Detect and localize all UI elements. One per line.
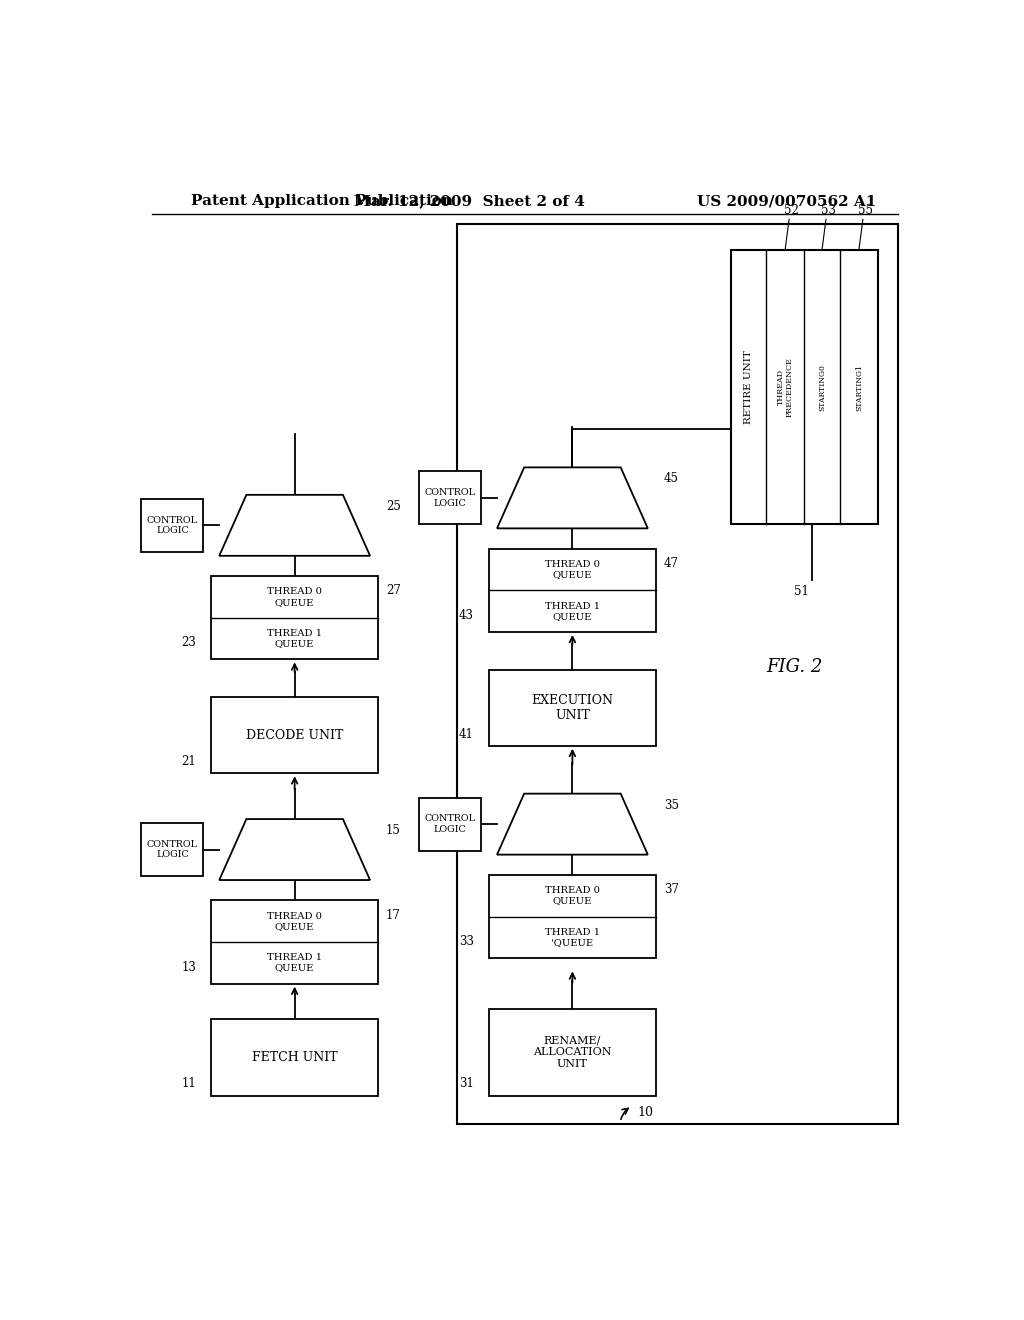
FancyBboxPatch shape xyxy=(141,824,204,876)
Text: 25: 25 xyxy=(386,500,400,513)
FancyBboxPatch shape xyxy=(211,900,378,983)
Polygon shape xyxy=(497,793,648,854)
FancyBboxPatch shape xyxy=(211,1019,378,1096)
FancyBboxPatch shape xyxy=(211,697,378,774)
Text: Patent Application Publication: Patent Application Publication xyxy=(191,194,454,209)
Text: 15: 15 xyxy=(386,824,400,837)
Polygon shape xyxy=(219,495,370,556)
Text: FIG. 2: FIG. 2 xyxy=(766,657,823,676)
Text: CONTROL
LOGIC: CONTROL LOGIC xyxy=(146,840,198,859)
Text: RETIRE UNIT: RETIRE UNIT xyxy=(744,350,753,424)
Text: THREAD 1
'QUEUE: THREAD 1 'QUEUE xyxy=(545,928,600,948)
Text: 13: 13 xyxy=(181,961,196,974)
Polygon shape xyxy=(219,818,370,880)
FancyBboxPatch shape xyxy=(731,249,878,524)
Text: 17: 17 xyxy=(386,908,400,921)
Text: 37: 37 xyxy=(664,883,679,896)
Text: THREAD 0
QUEUE: THREAD 0 QUEUE xyxy=(267,912,323,931)
Text: 10: 10 xyxy=(638,1106,653,1119)
FancyBboxPatch shape xyxy=(419,797,481,850)
FancyBboxPatch shape xyxy=(211,576,378,660)
FancyBboxPatch shape xyxy=(419,471,481,524)
FancyBboxPatch shape xyxy=(489,1008,655,1096)
Text: CONTROL
LOGIC: CONTROL LOGIC xyxy=(146,516,198,535)
Text: 11: 11 xyxy=(181,1077,196,1090)
Text: Mar. 12, 2009  Sheet 2 of 4: Mar. 12, 2009 Sheet 2 of 4 xyxy=(354,194,585,209)
FancyBboxPatch shape xyxy=(489,669,655,746)
Text: 33: 33 xyxy=(459,935,474,948)
Text: 23: 23 xyxy=(181,636,196,649)
Text: 35: 35 xyxy=(664,799,679,812)
Text: 52: 52 xyxy=(784,205,799,218)
FancyBboxPatch shape xyxy=(489,875,655,958)
Text: DECODE UNIT: DECODE UNIT xyxy=(246,729,343,742)
Text: FETCH UNIT: FETCH UNIT xyxy=(252,1051,338,1064)
Text: 47: 47 xyxy=(664,557,679,570)
Text: 27: 27 xyxy=(386,585,400,597)
Polygon shape xyxy=(497,467,648,528)
Text: RENAME/
ALLOCATION
UNIT: RENAME/ ALLOCATION UNIT xyxy=(534,1036,611,1069)
Text: US 2009/0070562 A1: US 2009/0070562 A1 xyxy=(697,194,877,209)
Text: STARTING1: STARTING1 xyxy=(855,363,863,411)
Text: THREAD 0
QUEUE: THREAD 0 QUEUE xyxy=(267,587,323,607)
Text: 45: 45 xyxy=(664,473,679,486)
Text: 21: 21 xyxy=(181,755,196,768)
FancyBboxPatch shape xyxy=(489,549,655,632)
Text: STARTING0: STARTING0 xyxy=(818,363,826,411)
Text: 31: 31 xyxy=(459,1077,474,1090)
Text: 53: 53 xyxy=(821,205,836,218)
Text: CONTROL
LOGIC: CONTROL LOGIC xyxy=(425,488,476,508)
Text: CONTROL
LOGIC: CONTROL LOGIC xyxy=(425,814,476,834)
Text: THREAD 0
QUEUE: THREAD 0 QUEUE xyxy=(545,886,600,906)
Text: EXECUTION
UNIT: EXECUTION UNIT xyxy=(531,694,613,722)
Text: 43: 43 xyxy=(459,609,474,622)
Text: THREAD 1
QUEUE: THREAD 1 QUEUE xyxy=(267,953,323,973)
Text: THREAD 0
QUEUE: THREAD 0 QUEUE xyxy=(545,560,600,579)
Text: THREAD 1
QUEUE: THREAD 1 QUEUE xyxy=(545,602,600,620)
Text: THREAD 1
QUEUE: THREAD 1 QUEUE xyxy=(267,628,323,648)
Text: 41: 41 xyxy=(459,727,474,741)
FancyBboxPatch shape xyxy=(141,499,204,552)
Text: 55: 55 xyxy=(858,205,872,218)
Text: THREAD
PRECEDENCE: THREAD PRECEDENCE xyxy=(776,358,794,417)
Text: 51: 51 xyxy=(794,585,809,598)
